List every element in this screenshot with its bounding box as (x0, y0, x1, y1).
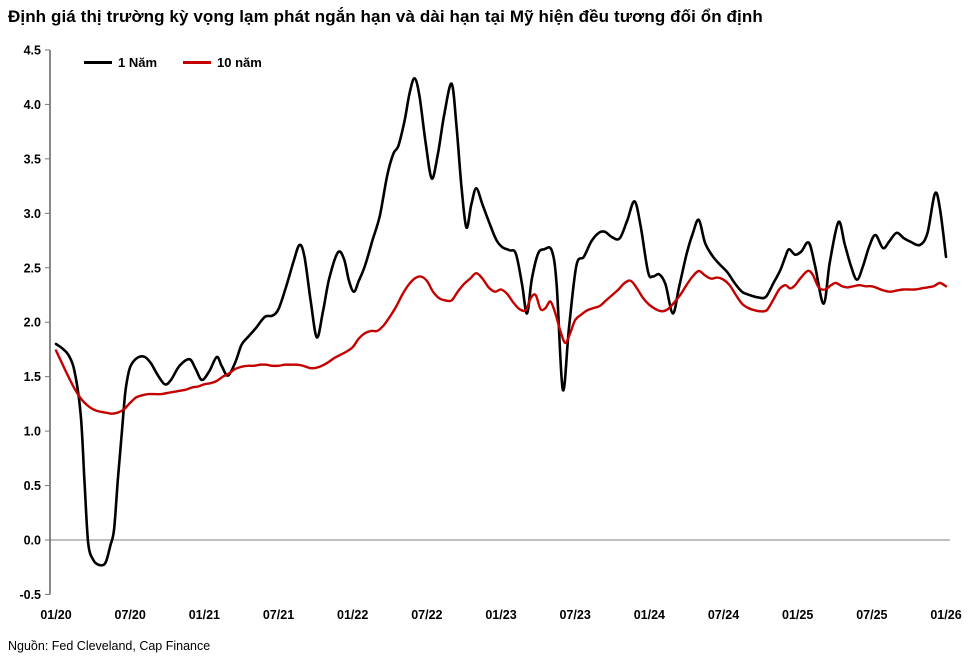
series-line-10y (54, 269, 948, 415)
x-axis-tick-label: 01/22 (337, 608, 368, 622)
y-axis-tick-label: 4.5 (24, 43, 41, 57)
x-axis-tick-label: 07/22 (411, 608, 442, 622)
x-axis-tick-label: 01/20 (40, 608, 71, 622)
y-axis-tick-label: 2.0 (24, 316, 41, 330)
legend: 1 Năm 10 năm (84, 55, 262, 70)
x-axis-tick-label: 01/25 (782, 608, 813, 622)
x-axis-tick-label: 07/20 (115, 608, 146, 622)
y-axis-tick-label: 4.0 (24, 98, 41, 112)
y-axis-tick-label: -0.5 (19, 588, 41, 602)
legend-label-1y: 1 Năm (118, 55, 158, 70)
x-axis-tick-label: 07/25 (856, 608, 887, 622)
x-axis-tick-label: 01/21 (189, 608, 220, 622)
series-line-1y (54, 77, 948, 567)
legend-label-10y: 10 năm (217, 55, 262, 70)
x-axis-tick-label: 07/21 (263, 608, 294, 622)
legend-line-10y-swatch (183, 61, 212, 64)
x-axis-tick-label: 01/24 (634, 608, 665, 622)
legend-item-1y: 1 Năm (84, 55, 157, 70)
x-axis-tick-label: 07/24 (708, 608, 739, 622)
y-axis-tick-label: 1.0 (24, 425, 41, 439)
x-axis-tick-label: 01/26 (930, 608, 961, 622)
y-axis-tick-label: 3.5 (24, 152, 41, 166)
chart-title: Định giá thị trường kỳ vọng lạm phát ngắ… (8, 7, 763, 26)
y-axis-tick-label: 3.0 (24, 207, 41, 221)
source-note: Nguồn: Fed Cleveland, Cap Finance (8, 639, 211, 653)
y-axis-tick-label: 0.5 (24, 479, 41, 493)
x-axis-tick-label: 01/23 (485, 608, 516, 622)
y-axis-tick-label: 2.5 (24, 261, 41, 275)
y-axis-tick-label: 1.5 (24, 370, 41, 384)
legend-line-1y-swatch (84, 61, 112, 64)
x-axis-tick-label: 07/23 (560, 608, 591, 622)
y-axis-tick-label: 0.0 (24, 534, 41, 548)
legend-item-10y: 10 năm (183, 55, 262, 70)
